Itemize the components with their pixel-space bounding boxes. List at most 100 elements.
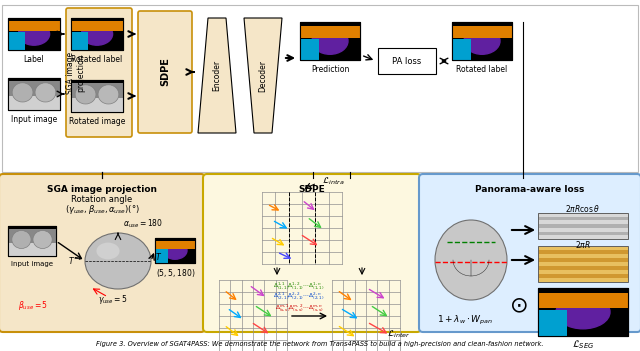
Bar xyxy=(155,240,195,249)
Text: Rotated image: Rotated image xyxy=(69,117,125,126)
Ellipse shape xyxy=(556,295,610,329)
FancyBboxPatch shape xyxy=(0,174,205,332)
Text: $(\gamma_{use}, \beta_{use}, \alpha_{use})(°)$: $(\gamma_{use}, \beta_{use}, \alpha_{use… xyxy=(65,203,140,216)
Ellipse shape xyxy=(312,28,348,54)
Bar xyxy=(71,18,123,50)
Text: Label: Label xyxy=(24,54,44,64)
Bar xyxy=(538,258,628,262)
Text: $\mathcal{L}_{SEG}$: $\mathcal{L}_{SEG}$ xyxy=(572,339,594,351)
Bar xyxy=(71,18,123,50)
Text: SGA image projection: SGA image projection xyxy=(47,185,157,193)
Bar xyxy=(538,246,628,282)
Bar xyxy=(538,246,628,250)
Bar xyxy=(538,266,628,270)
Bar xyxy=(8,239,56,256)
Ellipse shape xyxy=(98,85,119,104)
Text: Rotation angle: Rotation angle xyxy=(72,194,132,204)
Text: Encoder: Encoder xyxy=(212,60,221,91)
FancyBboxPatch shape xyxy=(66,8,132,137)
Text: Input image: Input image xyxy=(11,114,57,124)
Ellipse shape xyxy=(163,242,187,259)
Ellipse shape xyxy=(33,231,52,249)
Bar xyxy=(300,22,360,60)
Bar xyxy=(8,32,25,50)
Bar xyxy=(538,293,628,308)
FancyBboxPatch shape xyxy=(138,11,192,133)
Ellipse shape xyxy=(75,85,96,104)
Bar xyxy=(300,39,319,60)
Text: $\Delta^{1,1}_{(1,1)}\Delta^{1,2}_{(1,1)}\cdots\Delta^{1,n}_{(1,1)}$: $\Delta^{1,1}_{(1,1)}\Delta^{1,2}_{(1,1)… xyxy=(273,281,325,291)
Text: $2\pi R$: $2\pi R$ xyxy=(575,238,591,250)
Bar xyxy=(8,81,60,95)
Bar xyxy=(8,78,60,110)
Ellipse shape xyxy=(435,220,507,300)
Text: Prediction: Prediction xyxy=(311,65,349,73)
Bar xyxy=(71,80,123,112)
Text: $\beta_{use} = 5$: $\beta_{use} = 5$ xyxy=(18,299,48,312)
Bar xyxy=(538,270,628,274)
Bar xyxy=(8,21,60,32)
Bar xyxy=(300,26,360,38)
Bar xyxy=(155,249,168,263)
Bar xyxy=(8,92,60,110)
Bar xyxy=(538,274,628,278)
Bar xyxy=(378,48,436,74)
Polygon shape xyxy=(198,18,236,133)
Text: SGA image
projection: SGA image projection xyxy=(67,52,86,94)
Text: SDPE: SDPE xyxy=(160,58,170,86)
Bar xyxy=(8,18,60,50)
Bar xyxy=(300,22,360,60)
Bar xyxy=(538,288,628,336)
Text: $\alpha_{use} = 180$: $\alpha_{use} = 180$ xyxy=(123,218,163,230)
Text: $T^{-1}$: $T^{-1}$ xyxy=(68,255,83,267)
Bar xyxy=(8,78,60,110)
Polygon shape xyxy=(244,18,282,133)
Bar xyxy=(155,238,195,263)
Bar xyxy=(8,226,56,256)
Ellipse shape xyxy=(12,83,33,102)
Bar xyxy=(452,22,512,60)
Text: Input image: Input image xyxy=(11,261,53,267)
Text: SDPE: SDPE xyxy=(299,185,325,193)
Text: $\mathcal{L}_{inter}$: $\mathcal{L}_{inter}$ xyxy=(387,328,411,340)
Bar xyxy=(155,238,195,263)
Bar xyxy=(538,250,628,254)
Bar xyxy=(538,232,628,235)
Text: $\odot$: $\odot$ xyxy=(509,296,527,316)
Bar xyxy=(8,226,56,256)
Bar xyxy=(8,18,60,50)
Bar xyxy=(71,83,123,98)
Text: PA loss: PA loss xyxy=(392,57,422,66)
Text: Figure 3. Overview of SGAT4PASS: We demonstrate the network from Trans4PASS to b: Figure 3. Overview of SGAT4PASS: We demo… xyxy=(96,341,544,347)
Bar xyxy=(452,22,512,60)
Text: $(5, 5, 180)$: $(5, 5, 180)$ xyxy=(156,267,195,279)
Bar xyxy=(452,26,512,38)
FancyBboxPatch shape xyxy=(419,174,640,332)
Bar xyxy=(2,5,638,172)
Bar xyxy=(538,278,628,282)
Bar xyxy=(71,21,123,32)
Bar xyxy=(538,310,567,336)
Text: $\Delta^{2,1}_{(2,1)}\Delta^{2,2}_{(2,1)}\cdots\Delta^{2,n}_{(2,1)}$: $\Delta^{2,1}_{(2,1)}\Delta^{2,2}_{(2,1)… xyxy=(273,291,325,302)
Text: $T$: $T$ xyxy=(156,251,163,261)
Text: $2\pi R\cos\theta$: $2\pi R\cos\theta$ xyxy=(565,204,601,214)
Ellipse shape xyxy=(12,231,31,249)
Bar xyxy=(71,80,123,112)
Bar xyxy=(538,217,628,220)
Bar xyxy=(71,94,123,112)
Text: Rotated label: Rotated label xyxy=(72,54,123,64)
Bar xyxy=(538,235,628,239)
Bar xyxy=(538,213,628,217)
Bar xyxy=(71,32,88,50)
Ellipse shape xyxy=(85,233,151,289)
FancyBboxPatch shape xyxy=(203,174,421,332)
Ellipse shape xyxy=(35,83,56,102)
Bar xyxy=(538,220,628,224)
Ellipse shape xyxy=(97,243,120,259)
Bar xyxy=(538,213,628,239)
Text: Rotated label: Rotated label xyxy=(456,65,508,73)
Bar xyxy=(538,224,628,228)
Ellipse shape xyxy=(19,23,50,45)
Bar xyxy=(538,262,628,266)
Text: $1 + \lambda_w \cdot W_{pan}$: $1 + \lambda_w \cdot W_{pan}$ xyxy=(437,313,493,326)
